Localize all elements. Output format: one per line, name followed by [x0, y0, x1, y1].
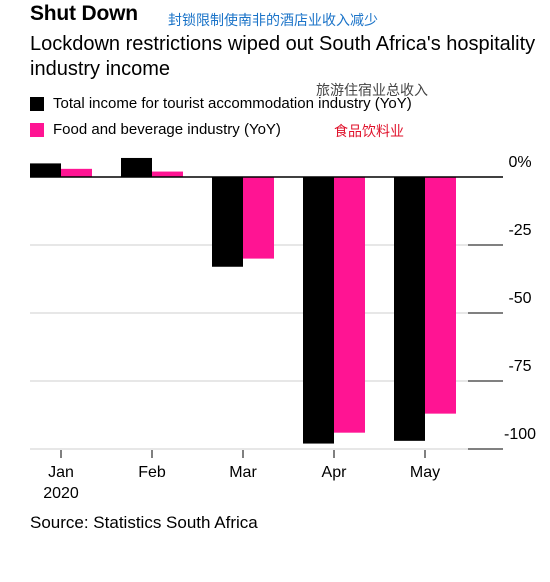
x-tick-label: Feb: [138, 464, 166, 481]
annotation-chinese-title: 封锁限制使南非的酒店业收入减少: [168, 13, 378, 29]
bar-feb-series-1: [121, 157, 152, 177]
bar-may-series-2: [425, 177, 456, 414]
legend-item-accommodation: Total income for tourist accommodation i…: [30, 95, 412, 112]
bar-apr-series-2: [334, 177, 365, 433]
legend-label-accommodation: Total income for tourist accommodation i…: [53, 95, 412, 112]
y-tick-label: -50: [508, 290, 531, 307]
legend-swatch-accommodation: [30, 96, 44, 111]
x-tick-sublabel: 2020: [43, 485, 79, 502]
legend-item-food-beverage: Food and beverage industry (YoY): [30, 121, 281, 138]
bar-apr-series-1: [303, 177, 334, 444]
annotation-chinese-series-1: 旅游住宿业总收入: [316, 83, 428, 99]
bar-jan-series-2: [61, 168, 92, 177]
bar-mar-series-2: [243, 177, 274, 259]
legend-label-food-beverage: Food and beverage industry (YoY): [53, 121, 281, 138]
y-tick-label: -100: [504, 426, 536, 443]
x-tick-label: Apr: [322, 464, 348, 481]
annotation-chinese-series-2: 食品饮料业: [334, 124, 404, 140]
source-note: Source: Statistics South Africa: [30, 513, 258, 532]
y-tick-label: -75: [508, 358, 531, 375]
bar-jan-series-1: [30, 163, 61, 177]
chart-title: Shut Down: [30, 2, 138, 25]
y-tick-label: 0%: [508, 154, 531, 171]
y-tick-label: -25: [508, 222, 531, 239]
bar-feb-series-2: [152, 171, 183, 177]
x-tick-label: Mar: [229, 464, 257, 481]
legend-swatch-food-beverage: [30, 122, 44, 137]
bar-may-series-1: [394, 177, 425, 441]
x-tick-label: Jan: [48, 464, 74, 481]
bar-mar-series-1: [212, 177, 243, 267]
chart-subtitle: Lockdown restrictions wiped out South Af…: [30, 33, 536, 80]
x-tick-label: May: [410, 464, 440, 481]
